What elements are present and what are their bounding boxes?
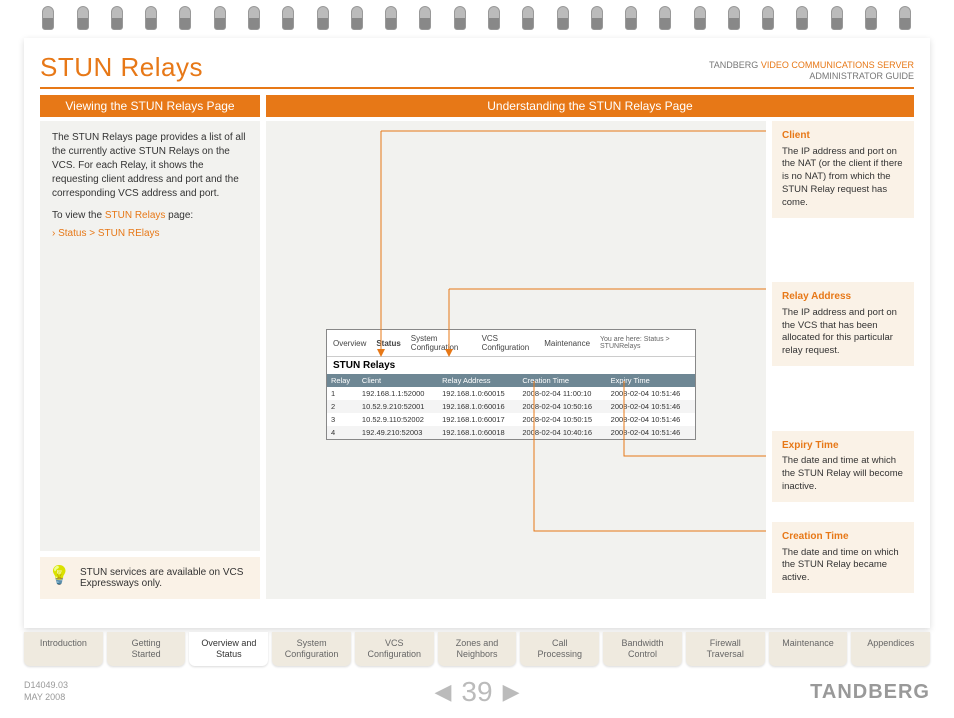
shot-tab-sys: System Configuration xyxy=(411,334,472,352)
tip-box: 💡 STUN services are available on VCS Exp… xyxy=(40,557,260,599)
table-row: 210.52.9.210:52001192.168.1.0:600162008-… xyxy=(327,400,695,413)
cell-client: 192.49.210:52003 xyxy=(358,426,438,439)
table-row: 1192.168.1.1:52000192.168.1.0:600152008-… xyxy=(327,387,695,400)
doc-identity: TANDBERG VIDEO COMMUNICATIONS SERVER ADM… xyxy=(709,60,914,83)
brand-small: TANDBERG xyxy=(709,60,758,70)
note-expiry-body: The date and time at which the STUN Rela… xyxy=(782,455,904,493)
cell-expiry: 2008-02-04 10:51:46 xyxy=(607,400,695,413)
note-client-title: Client xyxy=(782,129,904,143)
chapter-tab[interactable]: Introduction xyxy=(24,632,103,666)
stun-relays-table: Relay Client Relay Address Creation Time… xyxy=(327,374,695,439)
chapter-tab[interactable]: CallProcessing xyxy=(520,632,599,666)
col-expiry: Expiry Time xyxy=(607,374,695,387)
section-bar-left: Viewing the STUN Relays Page xyxy=(40,95,260,117)
left-description-panel: The STUN Relays page provides a list of … xyxy=(40,121,260,551)
chapter-tabs: IntroductionGettingStartedOverview andSt… xyxy=(24,632,930,666)
chapter-tab[interactable]: Appendices xyxy=(851,632,930,666)
cell-expiry: 2008-02-04 10:51:46 xyxy=(607,387,695,400)
cell-relay_addr: 192.168.1.0:60018 xyxy=(438,426,518,439)
page-number: 39 xyxy=(461,676,492,708)
page-title: STUN Relays xyxy=(40,52,203,83)
chapter-tab[interactable]: Maintenance xyxy=(769,632,848,666)
cell-creation: 2008-02-04 10:50:15 xyxy=(518,413,606,426)
note-creation-body: The date and time on which the STUN Rela… xyxy=(782,547,904,585)
to-view-line: To view the STUN Relays page: xyxy=(52,209,248,223)
shot-tab-overview: Overview xyxy=(333,339,366,348)
note-expiry-title: Expiry Time xyxy=(782,439,904,453)
col-creation: Creation Time xyxy=(518,374,606,387)
lightbulb-icon: 💡 xyxy=(48,565,70,586)
pager: ◀ 39 ▶ xyxy=(435,676,520,708)
tip-text: STUN services are available on VCS Expre… xyxy=(80,567,243,589)
center-illustration-panel: Overview Status System Configuration VCS… xyxy=(266,121,766,599)
cell-relay: 2 xyxy=(327,400,358,413)
cell-client: 10.52.9.210:52001 xyxy=(358,400,438,413)
section-bar-right: Understanding the STUN Relays Page xyxy=(266,95,914,117)
cell-expiry: 2008-02-04 10:51:46 xyxy=(607,426,695,439)
note-relay-body: The IP address and port on the VCS that … xyxy=(782,307,904,358)
document-sheet: STUN Relays TANDBERG VIDEO COMMUNICATION… xyxy=(24,38,930,628)
doc-number: D14049.03 xyxy=(24,680,68,692)
note-creation-title: Creation Time xyxy=(782,530,904,544)
chapter-tab[interactable]: GettingStarted xyxy=(107,632,186,666)
cell-expiry: 2008-02-04 10:51:46 xyxy=(607,413,695,426)
shot-tab-maint: Maintenance xyxy=(544,339,590,348)
note-creation: Creation Time The date and time on which… xyxy=(772,522,914,593)
doc-type: ADMINISTRATOR GUIDE xyxy=(809,71,914,81)
footer-meta: D14049.03 MAY 2008 xyxy=(24,680,68,703)
note-client-body: The IP address and port on the NAT (or t… xyxy=(782,146,904,210)
embedded-screenshot: Overview Status System Configuration VCS… xyxy=(326,329,696,440)
col-relay-addr: Relay Address xyxy=(438,374,518,387)
col-relay: Relay xyxy=(327,374,358,387)
chapter-tab[interactable]: VCSConfiguration xyxy=(355,632,434,666)
chapter-tab[interactable]: BandwidthControl xyxy=(603,632,682,666)
cell-relay: 1 xyxy=(327,387,358,400)
table-row: 4192.49.210:52003192.168.1.0:600182008-0… xyxy=(327,426,695,439)
col-client: Client xyxy=(358,374,438,387)
cell-creation: 2008-02-04 11:00:10 xyxy=(518,387,606,400)
note-relay-address: Relay Address The IP address and port on… xyxy=(772,282,914,366)
cell-relay: 4 xyxy=(327,426,358,439)
chapter-tab[interactable]: Zones andNeighbors xyxy=(438,632,517,666)
chapter-tab[interactable]: Overview andStatus xyxy=(189,632,268,666)
cell-client: 10.52.9.110:52002 xyxy=(358,413,438,426)
next-page-arrow[interactable]: ▶ xyxy=(503,679,520,705)
note-expiry: Expiry Time The date and time at which t… xyxy=(772,431,914,502)
chapter-tab[interactable]: SystemConfiguration xyxy=(272,632,351,666)
shot-caption: STUN Relays xyxy=(327,357,695,374)
footer-brand: TANDBERG xyxy=(810,681,930,704)
cell-creation: 2008-02-04 10:40:16 xyxy=(518,426,606,439)
shot-tab-vcs: VCS Configuration xyxy=(482,334,535,352)
table-row: 310.52.9.110:52002192.168.1.0:600172008-… xyxy=(327,413,695,426)
spiral-binding xyxy=(0,6,954,34)
stun-relays-link[interactable]: STUN Relays xyxy=(105,210,166,221)
chapter-tab[interactable]: FirewallTraversal xyxy=(686,632,765,666)
cell-creation: 2008-02-04 10:50:16 xyxy=(518,400,606,413)
cell-relay: 3 xyxy=(327,413,358,426)
shot-breadcrumb: You are here: Status > STUNRelays xyxy=(600,336,689,350)
prev-page-arrow[interactable]: ◀ xyxy=(435,679,452,705)
note-relay-title: Relay Address xyxy=(782,290,904,304)
intro-text: The STUN Relays page provides a list of … xyxy=(52,131,248,201)
cell-relay_addr: 192.168.1.0:60015 xyxy=(438,387,518,400)
doc-product: VIDEO COMMUNICATIONS SERVER xyxy=(761,60,914,70)
note-client: Client The IP address and port on the NA… xyxy=(772,121,914,218)
shot-tab-status: Status xyxy=(376,339,400,348)
cell-relay_addr: 192.168.1.0:60017 xyxy=(438,413,518,426)
cell-client: 192.168.1.1:52000 xyxy=(358,387,438,400)
doc-date: MAY 2008 xyxy=(24,692,68,704)
cell-relay_addr: 192.168.1.0:60016 xyxy=(438,400,518,413)
nav-path[interactable]: Status > STUN RElays xyxy=(52,227,248,241)
